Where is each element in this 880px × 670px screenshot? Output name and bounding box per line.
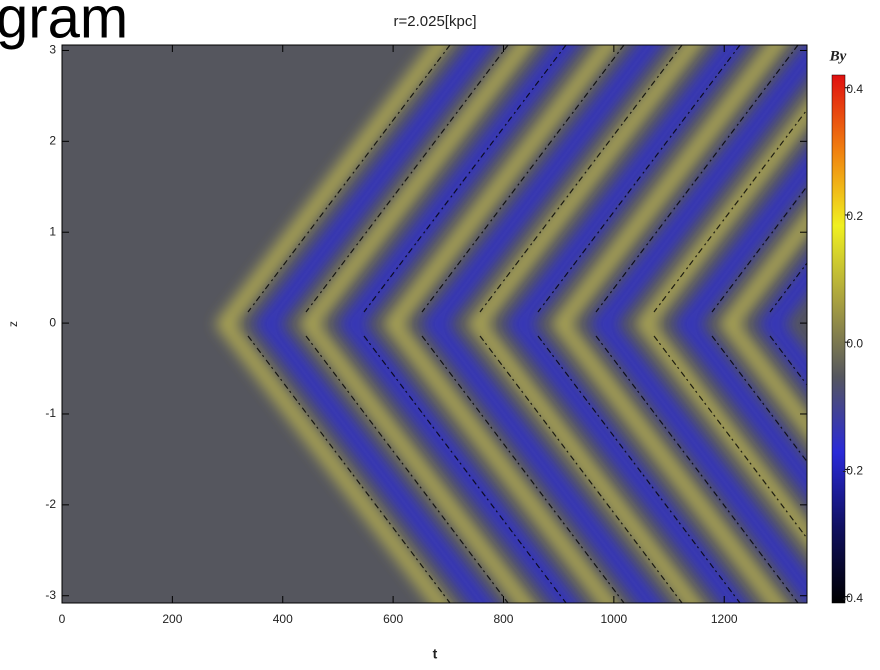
x-tick-label: 400 [273, 612, 293, 626]
contour-line [421, 45, 625, 603]
field-streak [382, 45, 618, 603]
colorbar [831, 74, 846, 604]
colorbar-tick-label: 0.2 [846, 209, 863, 223]
colorbar-tick-label: -0.4 [842, 591, 863, 605]
chart-title: r=2.025[kpc] [394, 13, 477, 30]
x-tick-label: 1000 [601, 612, 628, 626]
field-streak [337, 45, 580, 603]
field-streak [718, 209, 807, 439]
x-tick-label: 1200 [711, 612, 738, 626]
contour-line [247, 45, 451, 603]
contour-line [537, 45, 741, 603]
field-pattern [214, 45, 807, 603]
field-streak [421, 45, 664, 603]
field-streak [214, 45, 450, 603]
colorbar-tick-label: -0.2 [842, 464, 863, 478]
field-streak [634, 100, 807, 548]
contour-line [653, 108, 807, 540]
contour-line [363, 45, 567, 603]
contour-line [479, 45, 683, 603]
y-tick-label: 2 [49, 134, 56, 148]
contour-line [595, 45, 799, 603]
y-tick-label: -1 [45, 406, 56, 420]
field-streak [298, 45, 534, 603]
y-tick-label: 0 [49, 315, 56, 329]
colorbar-tick-label: 0.4 [846, 82, 863, 96]
colorbar-tick-label: 0.0 [846, 336, 863, 350]
y-tick-label: -3 [45, 588, 56, 602]
contour-line [305, 45, 509, 603]
y-tick-label: 1 [49, 224, 56, 238]
colorbar-label: By [829, 48, 847, 64]
contour-line [711, 185, 807, 463]
corner-text: gram [0, 0, 128, 50]
field-streak [757, 259, 807, 389]
y-tick-label: 3 [49, 43, 56, 57]
plot-frame [61, 44, 808, 604]
x-tick-label: 0 [59, 612, 66, 626]
field-streak [466, 45, 702, 603]
contour-line [769, 262, 807, 386]
x-tick-label: 800 [493, 612, 513, 626]
field-streak [673, 149, 807, 499]
field-streak [550, 45, 786, 603]
y-tick-label: -2 [45, 497, 56, 511]
y-axis-label: z [6, 321, 20, 327]
field-streak [253, 45, 496, 603]
x-axis-label: t [433, 646, 438, 662]
x-tick-label: 600 [383, 612, 403, 626]
field-streak [505, 45, 748, 603]
field-streak [589, 45, 807, 603]
x-tick-label: 200 [162, 612, 182, 626]
